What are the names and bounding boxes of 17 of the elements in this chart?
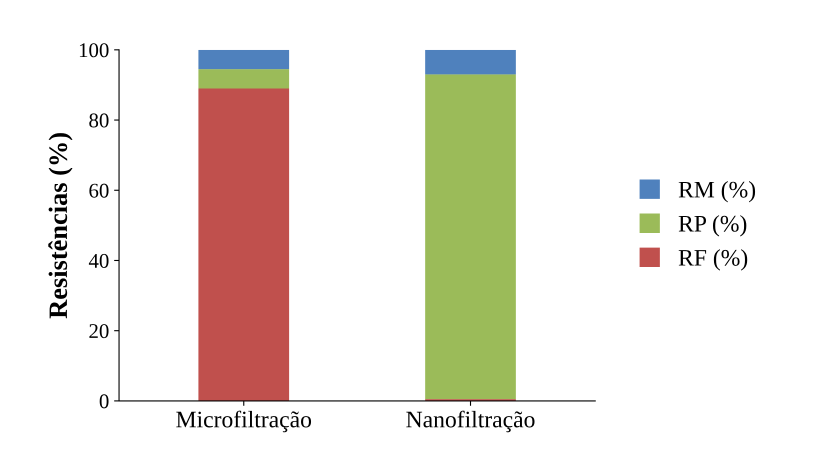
- bar: [198, 50, 290, 70]
- y-tick-label: 40: [88, 254, 109, 268]
- y-tick-label: 80: [89, 113, 109, 128]
- x-tick-label: Microfiltração: [176, 410, 312, 432]
- y-axis-title: Resistências (%): [48, 133, 73, 318]
- legend-label: RF (%): [678, 249, 748, 271]
- bar: [425, 74, 516, 400]
- bar: [425, 50, 516, 74]
- x-tick-label: Nanofiltração: [406, 410, 535, 432]
- bar: [198, 88, 290, 401]
- legend-label: RP (%): [678, 215, 746, 236]
- y-tick-label: 100: [80, 43, 109, 58]
- y-tick-label: 60: [89, 184, 109, 198]
- y-tick-label: 0: [100, 394, 109, 408]
- legend-label: RM (%): [678, 181, 756, 202]
- bar: [198, 69, 290, 88]
- y-tick-label: 20: [89, 324, 109, 338]
